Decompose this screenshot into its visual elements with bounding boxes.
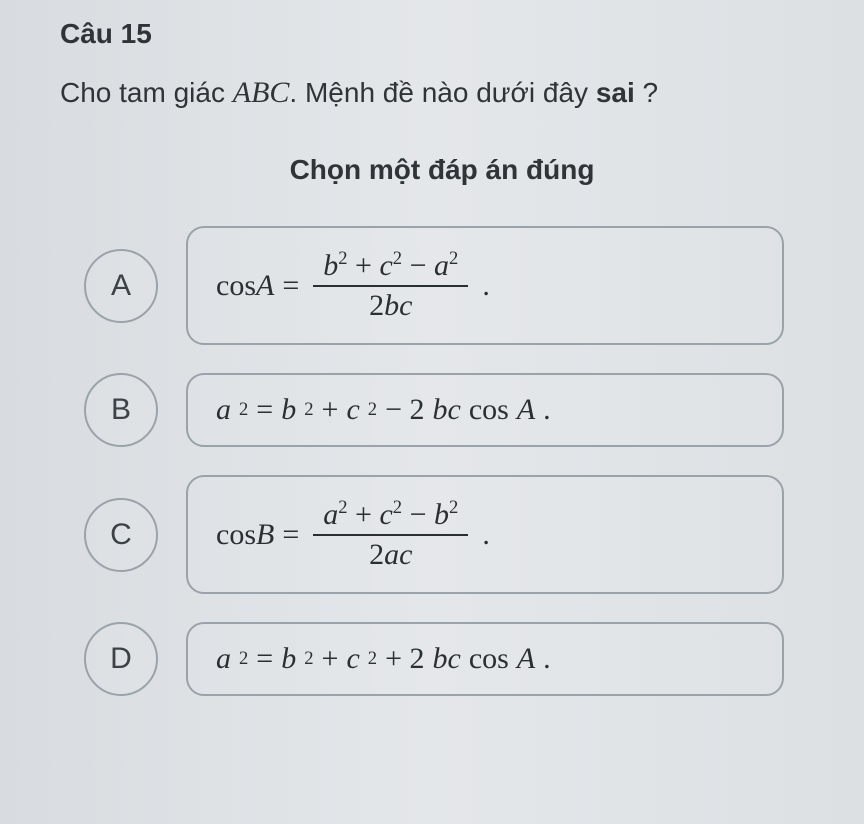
question-prompt: Cho tam giác ABC. Mệnh đề nào dưới đây s… xyxy=(60,72,824,114)
equals: = xyxy=(282,269,299,303)
option-a-expr: cosA = b2 + c2 − a2 2bc . xyxy=(216,246,490,325)
option-b-letter: B xyxy=(84,373,158,447)
fraction: b2 + c2 − a2 2bc xyxy=(313,246,468,325)
instruction-text: Chọn một đáp án đúng xyxy=(60,154,824,186)
option-a-letter: A xyxy=(84,249,158,323)
prompt-post: ? xyxy=(635,77,658,108)
option-d-box: a2 = b2 + c2 + 2bccosA. xyxy=(186,622,784,696)
cos-var: B xyxy=(256,518,274,551)
option-d-expr: a2 = b2 + c2 + 2bccosA. xyxy=(216,642,551,676)
prompt-bold: sai xyxy=(596,77,635,108)
option-c-expr: cosB = a2 + c2 − b2 2ac . xyxy=(216,495,490,574)
period: . xyxy=(482,269,490,303)
option-d-letter: D xyxy=(84,622,158,696)
option-b-box: a2 = b2 + c2 − 2bccosA. xyxy=(186,373,784,447)
option-b-expr: a2 = b2 + c2 − 2bccosA. xyxy=(216,393,551,427)
option-c[interactable]: C cosB = a2 + c2 − b2 2ac . xyxy=(84,475,784,594)
option-c-letter: C xyxy=(84,498,158,572)
equals: = xyxy=(282,518,299,552)
prompt-pre: Cho tam giác xyxy=(60,77,233,108)
option-d[interactable]: D a2 = b2 + c2 + 2bccosA. xyxy=(84,622,784,696)
period: . xyxy=(482,518,490,552)
prompt-mid: . Mệnh đề nào dưới đây xyxy=(289,77,595,108)
option-a[interactable]: A cosA = b2 + c2 − a2 2bc . xyxy=(84,226,784,345)
cos-var: A xyxy=(256,269,274,302)
prompt-triangle: ABC xyxy=(233,76,290,109)
denominator: 2ac xyxy=(359,536,422,574)
cos-label: cos xyxy=(216,518,256,551)
numerator: a2 + c2 − b2 xyxy=(313,495,468,534)
question-number: Câu 15 xyxy=(60,18,824,50)
option-b[interactable]: B a2 = b2 + c2 − 2bccosA. xyxy=(84,373,784,447)
option-c-box: cosB = a2 + c2 − b2 2ac . xyxy=(186,475,784,594)
fraction: a2 + c2 − b2 2ac xyxy=(313,495,468,574)
cos-label: cos xyxy=(216,269,256,302)
options-list: A cosA = b2 + c2 − a2 2bc . B xyxy=(60,226,824,696)
numerator: b2 + c2 − a2 xyxy=(313,246,468,285)
denominator: 2bc xyxy=(359,287,422,325)
option-a-box: cosA = b2 + c2 − a2 2bc . xyxy=(186,226,784,345)
